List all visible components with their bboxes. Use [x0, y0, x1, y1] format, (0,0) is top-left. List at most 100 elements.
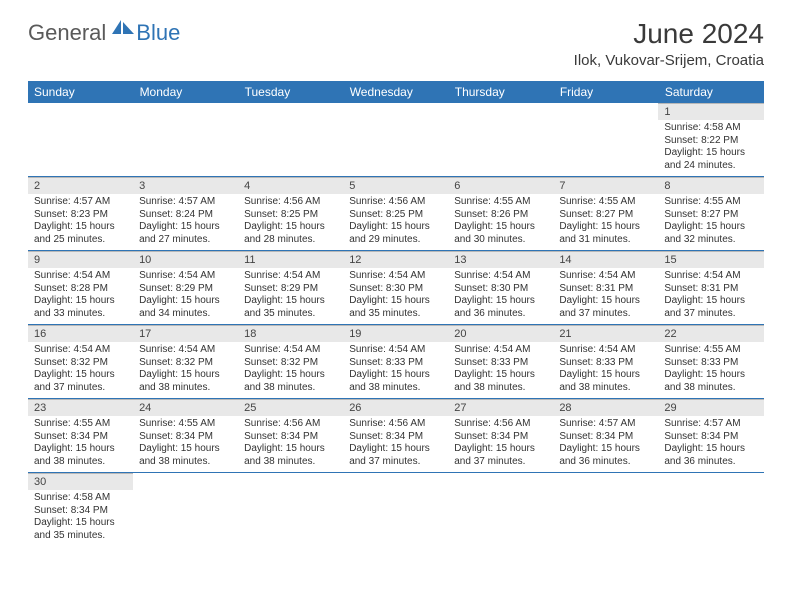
sunset-line: Sunset: 8:28 PM: [34, 283, 127, 296]
day-body: Sunrise: 4:55 AMSunset: 8:34 PMDaylight:…: [28, 416, 133, 472]
sunset-line: Sunset: 8:27 PM: [559, 209, 652, 222]
day-number: 9: [28, 251, 133, 268]
day-body: Sunrise: 4:54 AMSunset: 8:30 PMDaylight:…: [343, 268, 448, 324]
weekday-header-row: Sunday Monday Tuesday Wednesday Thursday…: [28, 81, 764, 103]
daylight-line: Daylight: 15 hours and 29 minutes.: [349, 221, 442, 246]
calendar-cell-empty: [28, 103, 133, 177]
calendar-row: 2Sunrise: 4:57 AMSunset: 8:23 PMDaylight…: [28, 177, 764, 251]
day-number: 18: [238, 325, 343, 342]
calendar-cell: 18Sunrise: 4:54 AMSunset: 8:32 PMDayligh…: [238, 325, 343, 399]
logo-text-blue: Blue: [136, 20, 180, 46]
weekday-header: Saturday: [658, 81, 763, 103]
sunrise-line: Sunrise: 4:54 AM: [454, 344, 547, 357]
daylight-line: Daylight: 15 hours and 37 minutes.: [559, 295, 652, 320]
sunset-line: Sunset: 8:30 PM: [454, 283, 547, 296]
day-number: 30: [28, 473, 133, 490]
day-number: 13: [448, 251, 553, 268]
calendar-cell: 29Sunrise: 4:57 AMSunset: 8:34 PMDayligh…: [658, 399, 763, 473]
calendar-cell: 21Sunrise: 4:54 AMSunset: 8:33 PMDayligh…: [553, 325, 658, 399]
title-block: June 2024 Ilok, Vukovar-Srijem, Croatia: [574, 18, 764, 69]
day-number: 28: [553, 399, 658, 416]
calendar-cell: 16 Sunrise: 4:54 AMSunset: 8:32 PMDayligh…: [28, 325, 133, 399]
daylight-line: Daylight: 15 hours and 38 minutes.: [454, 369, 547, 394]
calendar-row: 23Sunrise: 4:55 AMSunset: 8:34 PMDayligh…: [28, 399, 764, 473]
sunset-line: Sunset: 8:25 PM: [349, 209, 442, 222]
daylight-line: Daylight: 15 hours and 32 minutes.: [664, 221, 757, 246]
daylight-line: Daylight: 15 hours and 38 minutes.: [244, 443, 337, 468]
sunrise-line: Sunrise: 4:57 AM: [139, 196, 232, 209]
calendar-cell-empty: [238, 103, 343, 177]
daylight-line: Daylight: 15 hours and 38 minutes.: [244, 369, 337, 394]
daylight-line: Daylight: 15 hours and 38 minutes.: [139, 443, 232, 468]
sunset-line: Sunset: 8:34 PM: [139, 431, 232, 444]
calendar-cell: 19Sunrise: 4:54 AMSunset: 8:33 PMDayligh…: [343, 325, 448, 399]
sunset-line: Sunset: 8:33 PM: [454, 357, 547, 370]
day-body: Sunrise: 4:54 AMSunset: 8:31 PMDaylight:…: [658, 268, 763, 324]
calendar-cell: 3Sunrise: 4:57 AMSunset: 8:24 PMDaylight…: [133, 177, 238, 251]
day-number: 5: [343, 177, 448, 194]
daylight-line: Daylight: 15 hours and 38 minutes.: [139, 369, 232, 394]
sunset-line: Sunset: 8:22 PM: [664, 135, 757, 148]
day-body: Sunrise: 4:55 AMSunset: 8:27 PMDaylight:…: [553, 194, 658, 250]
sunrise-line: Sunrise: 4:56 AM: [454, 418, 547, 431]
sunset-line: Sunset: 8:31 PM: [664, 283, 757, 296]
sunset-line: Sunset: 8:27 PM: [664, 209, 757, 222]
daylight-line: Daylight: 15 hours and 36 minutes.: [559, 443, 652, 468]
day-number: 16: [28, 325, 133, 342]
sunrise-line: Sunrise: 4:54 AM: [139, 344, 232, 357]
day-number: 29: [658, 399, 763, 416]
calendar-cell: 12Sunrise: 4:54 AMSunset: 8:30 PMDayligh…: [343, 251, 448, 325]
sunrise-line: Sunrise: 4:55 AM: [454, 196, 547, 209]
sunset-line: Sunset: 8:34 PM: [664, 431, 757, 444]
day-number: 4: [238, 177, 343, 194]
weekday-header: Friday: [553, 81, 658, 103]
daylight-line: Daylight: 15 hours and 37 minutes.: [664, 295, 757, 320]
day-body: Sunrise: 4:54 AMSunset: 8:32 PMDaylight:…: [133, 342, 238, 398]
day-number: 17: [133, 325, 238, 342]
logo: General Blue: [28, 18, 180, 47]
day-body: Sunrise: 4:54 AMSunset: 8:33 PMDaylight:…: [448, 342, 553, 398]
calendar-cell-empty: [553, 103, 658, 177]
day-body: Sunrise: 4:56 AMSunset: 8:25 PMDaylight:…: [343, 194, 448, 250]
sunrise-line: Sunrise: 4:56 AM: [244, 196, 337, 209]
daylight-line: Daylight: 15 hours and 28 minutes.: [244, 221, 337, 246]
day-number: 21: [553, 325, 658, 342]
calendar-cell: 22Sunrise: 4:55 AMSunset: 8:33 PMDayligh…: [658, 325, 763, 399]
daylight-line: Daylight: 15 hours and 35 minutes.: [244, 295, 337, 320]
sunset-line: Sunset: 8:34 PM: [559, 431, 652, 444]
daylight-line: Daylight: 15 hours and 27 minutes.: [139, 221, 232, 246]
daylight-line: Daylight: 15 hours and 24 minutes.: [664, 147, 757, 172]
sunrise-line: Sunrise: 4:54 AM: [454, 270, 547, 283]
sunset-line: Sunset: 8:32 PM: [34, 357, 127, 370]
calendar-row: 30Sunrise: 4:58 AMSunset: 8:34 PMDayligh…: [28, 473, 764, 547]
sunset-line: Sunset: 8:34 PM: [244, 431, 337, 444]
month-title: June 2024: [574, 18, 764, 50]
day-number: 19: [343, 325, 448, 342]
calendar-cell-empty: [238, 473, 343, 547]
calendar-row: 9 Sunrise: 4:54 AM Sunset: 8:28 PM Daylight…: [28, 251, 764, 325]
sunrise-line: Sunrise: 4:54 AM: [349, 270, 442, 283]
calendar-cell: 23Sunrise: 4:55 AMSunset: 8:34 PMDayligh…: [28, 399, 133, 473]
day-body: Sunrise: 4:55 AMSunset: 8:33 PMDaylight:…: [658, 342, 763, 398]
sunset-line: Sunset: 8:30 PM: [349, 283, 442, 296]
weekday-header: Tuesday: [238, 81, 343, 103]
calendar-cell-empty: [448, 103, 553, 177]
calendar-cell: 24Sunrise: 4:55 AMSunset: 8:34 PMDayligh…: [133, 399, 238, 473]
calendar-row: 1Sunrise: 4:58 AMSunset: 8:22 PMDaylight…: [28, 103, 764, 177]
calendar-cell: 28Sunrise: 4:57 AMSunset: 8:34 PMDayligh…: [553, 399, 658, 473]
daylight-line: Daylight: 15 hours and 37 minutes.: [34, 369, 127, 394]
calendar-cell: 10Sunrise: 4:54 AMSunset: 8:29 PMDayligh…: [133, 251, 238, 325]
sunrise-line: Sunrise: 4:57 AM: [34, 196, 127, 209]
day-number: 1: [658, 103, 763, 120]
sunset-line: Sunset: 8:23 PM: [34, 209, 127, 222]
day-number: 12: [343, 251, 448, 268]
sunset-line: Sunset: 8:33 PM: [664, 357, 757, 370]
daylight-line: Daylight: 15 hours and 35 minutes.: [349, 295, 442, 320]
sunrise-line: Sunrise: 4:54 AM: [139, 270, 232, 283]
daylight-line: Daylight: 15 hours and 31 minutes.: [559, 221, 652, 246]
calendar-cell: 1Sunrise: 4:58 AMSunset: 8:22 PMDaylight…: [658, 103, 763, 177]
day-number: 14: [553, 251, 658, 268]
sunrise-line: Sunrise: 4:54 AM: [34, 344, 127, 357]
calendar-cell: 30Sunrise: 4:58 AMSunset: 8:34 PMDayligh…: [28, 473, 133, 547]
calendar-cell: 7Sunrise: 4:55 AMSunset: 8:27 PMDaylight…: [553, 177, 658, 251]
